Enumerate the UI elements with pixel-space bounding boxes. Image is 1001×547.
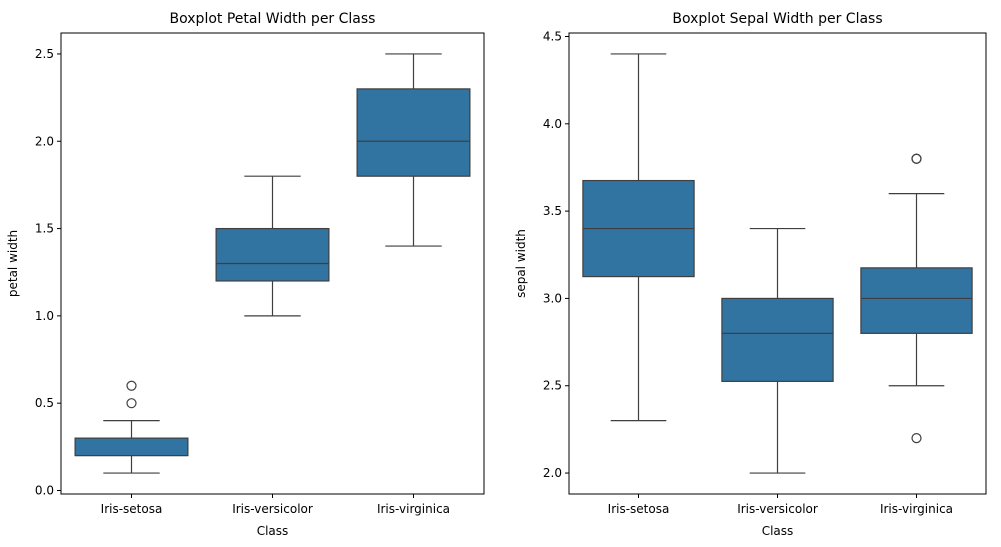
y-tick-label: 0.5 <box>35 396 54 410</box>
box-1 <box>582 53 695 422</box>
y-axis-label: petal width <box>6 230 20 297</box>
outlier-point <box>126 398 137 409</box>
box-iqr <box>721 297 834 382</box>
box-iqr <box>860 267 973 334</box>
y-tick-label: 4.0 <box>543 117 562 131</box>
box-iqr <box>74 437 189 457</box>
box-3 <box>356 53 471 247</box>
x-tick-label: Iris-setosa <box>608 502 670 516</box>
outlier-point <box>126 380 137 391</box>
y-tick-label: 4.5 <box>543 29 562 43</box>
chart-title: Boxplot Sepal Width per Class <box>672 11 882 27</box>
box-2 <box>215 175 330 317</box>
y-tick-label: 0.0 <box>35 484 54 498</box>
x-tick-label: Iris-versicolor <box>232 502 313 516</box>
chart-panel-2: 2.0 2.5 3.0 3.5 4.0 4.5 Iris-setosa Iris-versic… <box>514 11 987 538</box>
box-3 <box>860 153 973 444</box>
y-tick-label: 3.0 <box>543 291 562 305</box>
x-tick-label: Iris-virginica <box>880 502 953 516</box>
outlier-point <box>911 433 922 444</box>
box-1 <box>74 380 189 474</box>
y-tick-label: 1.0 <box>35 309 54 323</box>
chart-title: Boxplot Petal Width per Class <box>170 11 376 27</box>
y-tick-label: 2.0 <box>35 134 54 148</box>
chart-panel-1: 0.0 0.5 1.0 1.5 2.0 2.5 Iris-setosa Iris-versic… <box>6 11 485 538</box>
y-tick-label: 2.5 <box>543 379 562 393</box>
x-tick-label: Iris-versicolor <box>737 502 818 516</box>
x-axis-label: Class <box>762 524 794 538</box>
box-2 <box>721 227 834 474</box>
y-tick-label: 1.5 <box>35 222 54 236</box>
x-tick-label: Iris-virginica <box>377 502 450 516</box>
box-iqr <box>356 88 471 177</box>
x-axis-label: Class <box>257 524 289 538</box>
y-axis-label: sepal width <box>514 229 528 298</box>
outlier-point <box>911 153 922 164</box>
y-tick-label: 2.5 <box>35 47 54 61</box>
y-tick-label: 2.0 <box>543 466 562 480</box>
box-iqr <box>215 227 330 282</box>
x-tick-label: Iris-setosa <box>101 502 163 516</box>
y-tick-label: 3.5 <box>543 204 562 218</box>
